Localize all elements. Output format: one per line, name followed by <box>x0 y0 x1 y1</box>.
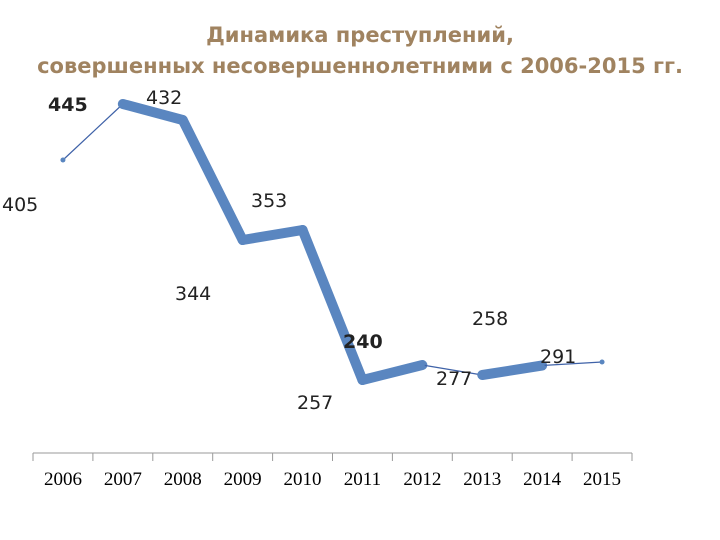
data-point <box>539 363 545 368</box>
data-point <box>120 101 126 107</box>
data-label: 405 <box>2 194 38 216</box>
data-point <box>60 157 66 163</box>
data-labels: 445 432 405 353 344 240 258 291 277 257 <box>2 87 576 414</box>
x-tick-label: 2007 <box>104 469 142 490</box>
data-point <box>419 362 425 368</box>
series-segment <box>177 115 248 245</box>
series-line <box>60 99 605 385</box>
data-point <box>180 117 186 123</box>
x-tick-label: 2009 <box>224 469 262 490</box>
data-point <box>479 372 485 378</box>
data-label: 240 <box>343 331 383 353</box>
series-segment <box>62 103 124 161</box>
series-segment <box>297 225 368 385</box>
series-segment <box>421 364 483 376</box>
x-tick-label: 2012 <box>403 469 441 490</box>
data-label: 291 <box>540 346 576 368</box>
data-label: 344 <box>175 283 211 305</box>
x-tick-label: 2014 <box>523 469 562 490</box>
series-segment <box>357 360 428 385</box>
data-point <box>599 359 605 365</box>
data-label: 277 <box>436 368 472 390</box>
data-label: 445 <box>48 94 88 116</box>
series-segment <box>237 225 308 245</box>
x-axis: 2006 2007 2008 2009 2010 2011 2012 2013 2014 2015 <box>32 452 633 490</box>
data-label: 353 <box>251 190 287 212</box>
x-tick-label: 2011 <box>344 469 381 490</box>
data-point <box>300 227 306 233</box>
x-tick-label: 2015 <box>583 469 621 490</box>
data-label: 257 <box>297 392 333 414</box>
data-label: 432 <box>146 87 182 109</box>
series-segment <box>541 361 603 367</box>
chart-title-line-1: Динамика преступлений, <box>206 23 514 47</box>
data-point <box>359 377 365 383</box>
x-tick-label: 2010 <box>284 469 322 490</box>
series-segment <box>477 360 548 380</box>
x-tick-label: 2006 <box>44 469 82 490</box>
chart-title-line-2: совершенных несовершеннолетними с 2006-2… <box>37 54 683 78</box>
data-point <box>240 237 246 243</box>
x-tick-label: 2013 <box>463 469 501 490</box>
data-label: 258 <box>472 308 508 330</box>
series-segment <box>117 99 188 125</box>
x-tick-label: 2008 <box>164 469 202 490</box>
